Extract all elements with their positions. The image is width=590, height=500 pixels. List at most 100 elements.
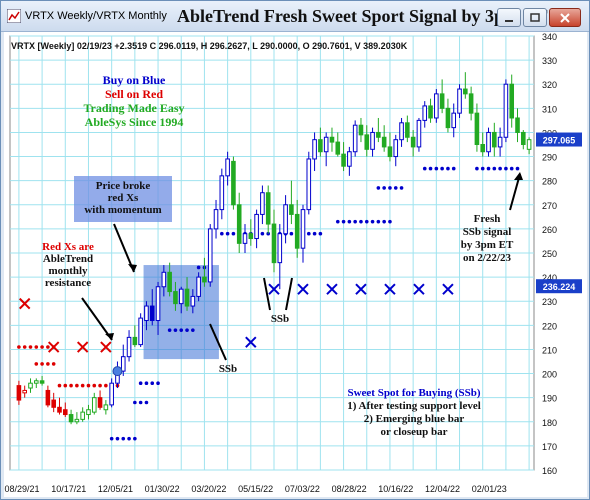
signal-dot — [364, 219, 369, 224]
candle-body — [509, 83, 515, 119]
candle-body — [434, 93, 439, 119]
x-tick-label: 12/05/21 — [98, 484, 133, 494]
candle-body — [97, 397, 103, 408]
signal-dot — [86, 383, 91, 388]
signal-dot — [260, 231, 265, 236]
fresh-signal-text: SSb signal — [463, 226, 512, 238]
red-xs-text: AbleTrend — [43, 253, 93, 265]
y-tick-label: 170 — [542, 442, 557, 452]
candle-body — [329, 136, 335, 143]
candle-body — [387, 146, 393, 158]
ssb-label: SSb — [219, 363, 237, 375]
candle-body — [428, 105, 433, 119]
signal-dot — [51, 362, 56, 366]
signal-dot — [475, 166, 479, 171]
signal-dot — [515, 166, 520, 171]
legend-line: Buy on Blue — [103, 73, 166, 87]
support-price-badge: 236.224 — [543, 282, 576, 292]
candle-body — [364, 134, 370, 150]
signal-dot — [388, 219, 392, 224]
candle-body — [294, 213, 300, 249]
candle-body — [248, 233, 254, 240]
signal-dot — [17, 345, 21, 349]
fresh-signal-text: Fresh — [474, 213, 501, 225]
chart-app-icon — [7, 9, 21, 23]
candle-body — [399, 122, 404, 141]
title-bar: VRTX Weekly/VRTX Monthly AbleTrend Fresh… — [1, 1, 589, 32]
chart-heading: AbleTrend Fresh Sweet Sport Signal by 3p… — [177, 6, 548, 26]
signal-dot — [98, 383, 102, 388]
candle-body — [283, 204, 288, 235]
signal-dot — [28, 345, 33, 349]
arrow-line — [285, 277, 293, 311]
candle-body — [370, 131, 375, 150]
maximize-icon — [530, 12, 540, 22]
candle-body — [149, 305, 155, 322]
candle-body — [236, 204, 242, 244]
signal-dot — [179, 328, 184, 332]
candle-body — [178, 288, 184, 305]
candle-body — [167, 271, 172, 293]
maximize-button[interactable] — [523, 8, 547, 27]
candle-body — [381, 136, 387, 148]
signal-dot — [220, 231, 224, 236]
candle-body — [28, 382, 33, 389]
arrow-head — [514, 172, 523, 180]
candle-body — [51, 399, 56, 408]
candle-body — [474, 112, 480, 145]
candle-body — [318, 139, 323, 153]
minimize-button[interactable] — [497, 8, 521, 27]
blue-x-marker — [297, 283, 309, 295]
x-tick-label: 08/28/22 — [332, 484, 367, 494]
red-xs-text: Red Xs are — [42, 241, 94, 253]
candle-body — [213, 209, 219, 230]
signal-dot — [191, 328, 195, 332]
y-tick-label: 260 — [542, 225, 557, 235]
y-tick-label: 180 — [542, 418, 557, 428]
sweet-spot-text: or closeup bar — [380, 426, 447, 438]
signal-dot — [92, 383, 97, 388]
signal-dot — [34, 362, 39, 366]
candle-body — [57, 406, 62, 413]
signal-dot — [46, 345, 50, 349]
price-broke-text: red Xs — [108, 192, 139, 204]
blue-x-marker — [384, 283, 396, 295]
signal-dot — [353, 219, 357, 224]
signal-dot — [347, 219, 352, 224]
candle-body — [521, 131, 526, 145]
legend-line: Sell on Red — [105, 87, 163, 101]
blue-x-marker — [245, 336, 257, 348]
candle-body — [33, 380, 39, 384]
x-tick-label: 02/01/23 — [472, 484, 507, 494]
candle-body — [515, 117, 520, 133]
candle-body — [86, 409, 91, 416]
red-x-marker — [76, 341, 89, 353]
candle-body — [16, 385, 22, 401]
blue-x-marker — [442, 283, 454, 295]
candle-body — [74, 418, 80, 423]
signal-dot — [109, 436, 114, 441]
candle-body — [45, 389, 51, 406]
x-tick-label: 08/29/21 — [4, 484, 39, 494]
red-x-marker — [100, 341, 112, 353]
price-chart: 160 170 180 190 200 210 220 230 240 250 260 270 280 2… — [4, 32, 582, 494]
y-tick-label: 160 — [542, 466, 557, 476]
signal-dot — [504, 166, 508, 171]
y-tick-label: 270 — [542, 201, 557, 211]
signal-dot — [399, 186, 404, 190]
candle-body — [352, 124, 358, 153]
close-button[interactable] — [549, 8, 581, 27]
legend-line: Trading Made Easy — [83, 101, 184, 115]
red-xs-text: monthly — [48, 265, 88, 277]
arrow-line — [113, 223, 135, 273]
signal-dot — [57, 383, 62, 388]
candle-body — [335, 141, 341, 155]
red-x-marker — [18, 297, 31, 310]
x-tick-label: 07/03/22 — [285, 484, 320, 494]
signal-dot — [428, 166, 433, 171]
signal-dot — [34, 345, 39, 349]
signal-dot — [306, 231, 311, 236]
candle-body — [161, 271, 167, 288]
arrow-line — [81, 297, 113, 341]
fresh-signal-text: on 2/22/23 — [463, 252, 511, 264]
